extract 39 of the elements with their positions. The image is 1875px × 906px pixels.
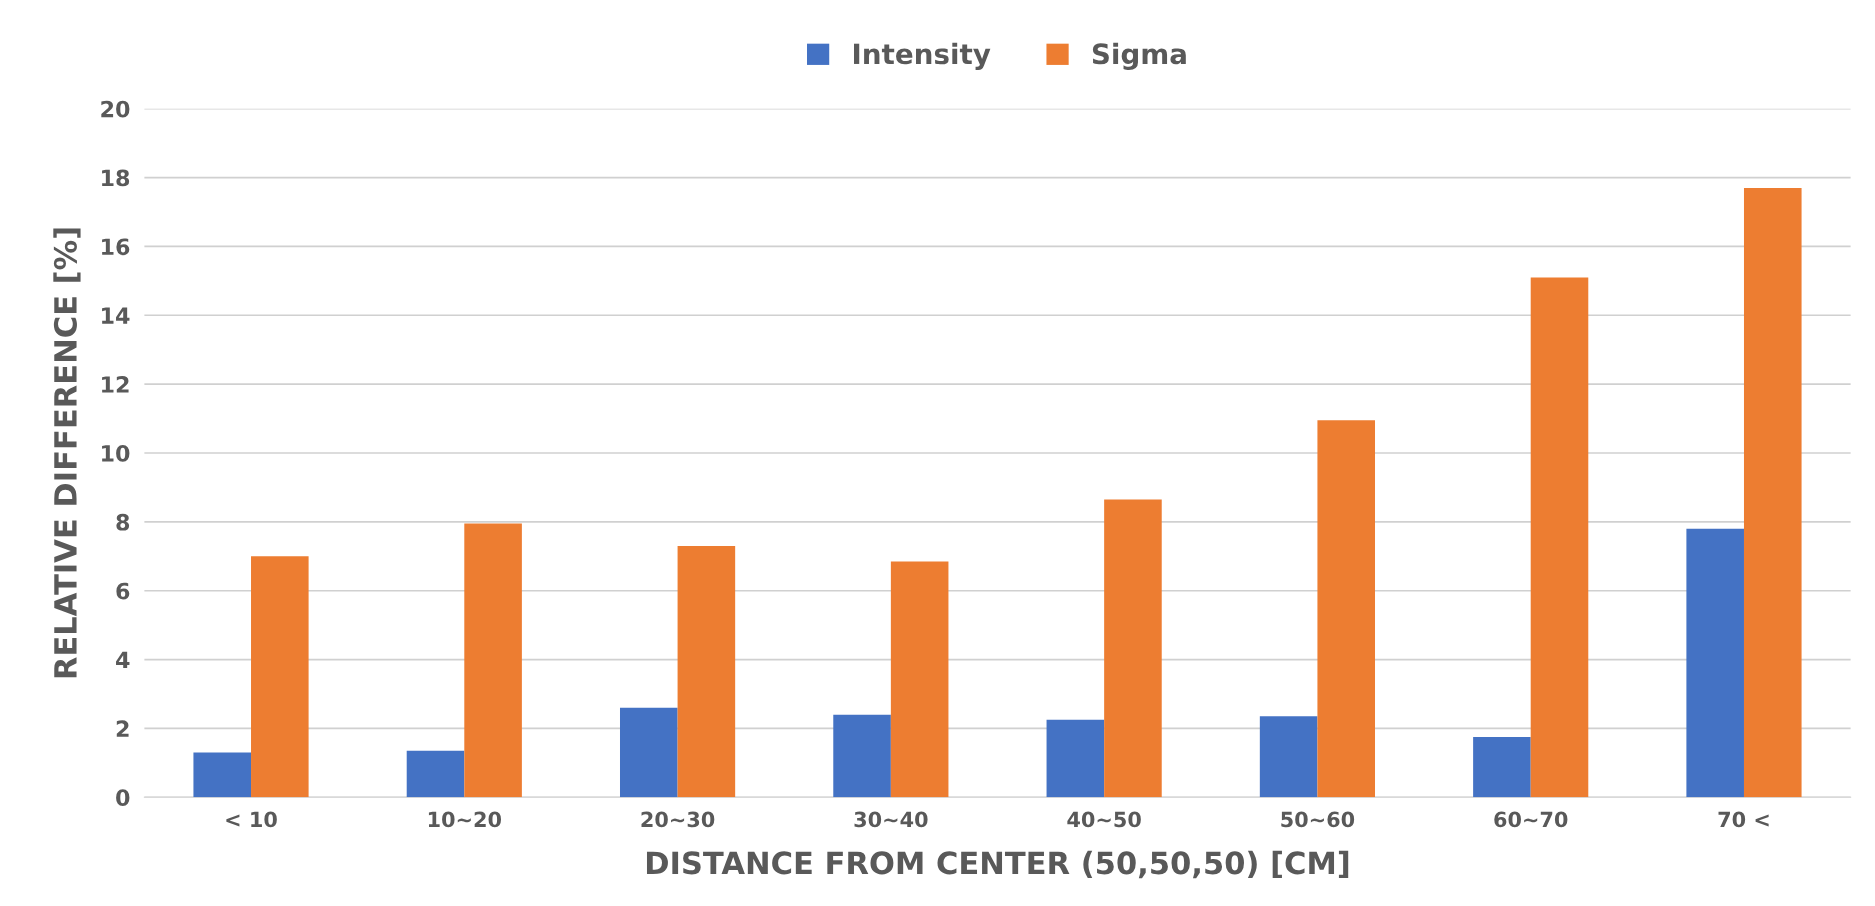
bar <box>193 752 252 798</box>
legend-label: Intensity <box>854 42 991 70</box>
bar <box>677 545 736 798</box>
y-tick-label: 20 <box>101 100 130 118</box>
bar <box>1743 187 1802 798</box>
bar <box>1686 528 1744 798</box>
y-tick-label: 4 <box>116 651 130 669</box>
x-tick-label: 60~70 <box>1494 811 1568 828</box>
bar <box>1317 420 1376 798</box>
y-tick-label: 14 <box>102 307 130 324</box>
y-tick-label: 6 <box>116 582 130 600</box>
y-tick-label: 18 <box>102 169 130 187</box>
bar <box>890 561 949 798</box>
bar <box>1046 719 1105 798</box>
bar <box>1104 499 1162 798</box>
bar <box>833 714 891 798</box>
bar <box>1530 277 1589 798</box>
legend-label: Sigma <box>1092 42 1186 70</box>
x-tick-label: 70 < <box>1718 811 1769 828</box>
x-tick-label: 50~60 <box>1281 811 1355 828</box>
y-tick-label: 0 <box>116 789 130 807</box>
x-tick-label: 40~50 <box>1067 811 1141 828</box>
x-tick-label: < 10 <box>226 811 277 828</box>
bar <box>406 750 465 798</box>
x-tick-label: 30~40 <box>854 811 928 828</box>
bar <box>1473 737 1531 798</box>
x-tick-label: 10~20 <box>428 811 502 828</box>
bar <box>1259 716 1318 798</box>
x-axis-title: DISTANCE FROM CENTER (50,50,50) [CM] <box>646 850 1349 879</box>
y-tick-label: 12 <box>102 376 129 393</box>
x-tick-label: 20~30 <box>641 811 715 828</box>
bar <box>251 556 309 798</box>
bar <box>619 707 678 798</box>
y-tick-label: 16 <box>102 238 130 256</box>
bar <box>464 523 522 798</box>
y-tick-label: 2 <box>116 720 129 737</box>
y-tick-label: 10 <box>102 444 130 462</box>
y-tick-label: 8 <box>116 513 130 531</box>
y-axis-title: RELATIVE DIFFERENCE [%] <box>53 228 81 678</box>
